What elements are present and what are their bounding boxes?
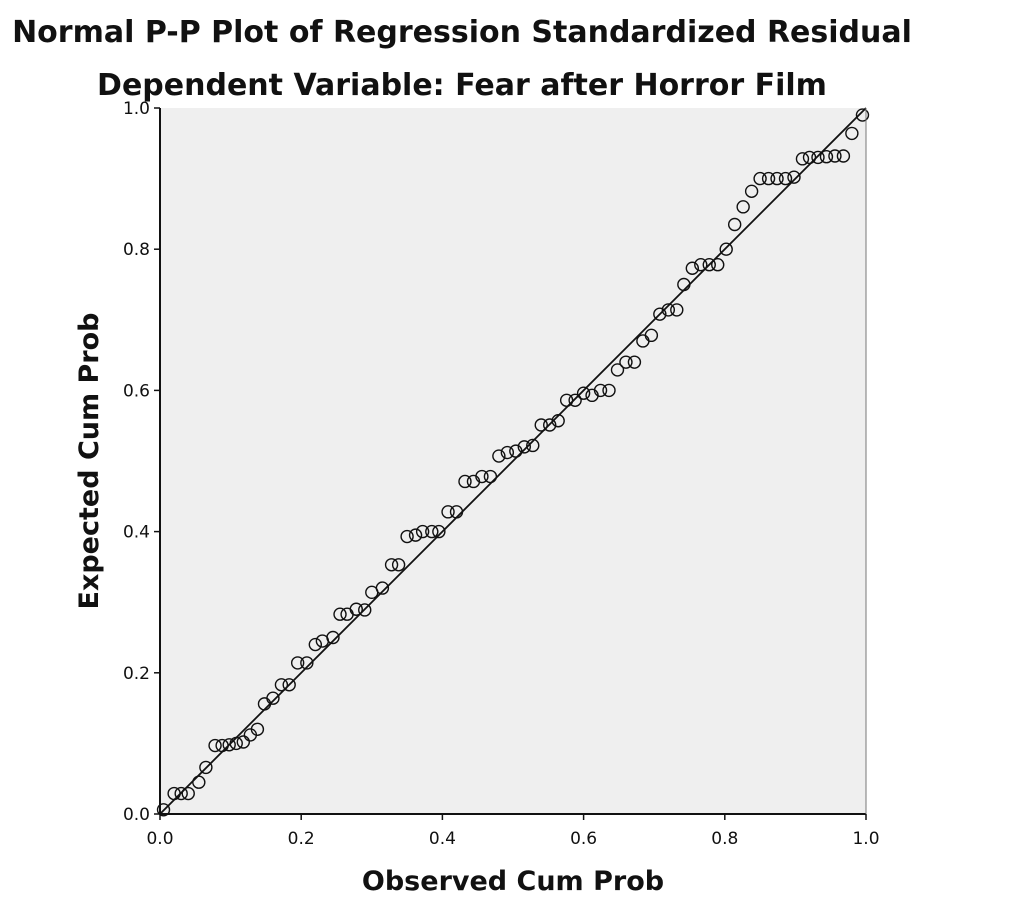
data-point (576, 386, 591, 400)
data-point (828, 149, 842, 163)
data-point (391, 558, 406, 572)
data-point (236, 735, 251, 749)
data-point (627, 355, 642, 369)
x-tick-label: 0.6 (570, 829, 597, 849)
data-point (167, 786, 181, 801)
data-point (526, 438, 540, 453)
y-tick-label: 0.4 (123, 523, 150, 543)
data-point (795, 152, 810, 166)
data-point (400, 529, 414, 544)
data-point (761, 171, 776, 186)
data-point (534, 418, 548, 432)
data-point (644, 328, 659, 343)
data-point (661, 303, 676, 317)
x-tick-label: 0.0 (146, 829, 173, 849)
data-point (819, 150, 834, 164)
data-point (449, 505, 464, 519)
data-point (711, 258, 725, 272)
x-axis-title: Observed Cum Prob (362, 866, 664, 897)
data-point (475, 469, 489, 484)
data-point (274, 678, 289, 692)
data-point (229, 736, 243, 751)
y-tick-label: 0.2 (123, 664, 150, 684)
data-point (670, 303, 684, 317)
chart-title: Normal P-P Plot of Regression Standardiz… (12, 15, 912, 50)
data-point (222, 738, 236, 752)
data-point (551, 414, 565, 428)
data-point (836, 149, 851, 163)
data-point (192, 775, 206, 789)
data-point (653, 307, 667, 321)
data-point (855, 108, 870, 122)
y-axis-title: Expected Cum Prob (74, 313, 105, 610)
data-point (349, 602, 363, 616)
reference-line (159, 107, 867, 815)
data-point (425, 524, 439, 539)
y-tick-label: 1.0 (123, 99, 150, 119)
data-point (736, 200, 750, 214)
data-point (282, 678, 296, 692)
data-point (333, 607, 347, 621)
data-point (702, 258, 716, 272)
data-point (290, 656, 305, 670)
y-tick-label: 0.0 (123, 805, 150, 825)
y-tick-label: 0.8 (123, 240, 150, 260)
data-point (802, 150, 817, 165)
data-point (685, 261, 700, 275)
data-point (375, 581, 390, 595)
x-tick-label: 0.8 (711, 829, 738, 849)
data-point (208, 738, 222, 753)
data-point (326, 630, 340, 645)
data-point (174, 786, 188, 801)
data-point (559, 393, 574, 407)
data-point (358, 603, 372, 617)
data-point (492, 449, 506, 463)
data-point (753, 171, 767, 186)
data-point (458, 474, 472, 489)
data-point (483, 469, 498, 484)
data-point (300, 656, 314, 670)
data-point (811, 150, 825, 165)
data-point (602, 383, 616, 398)
data-point (215, 738, 229, 753)
data-point (677, 277, 691, 292)
data-point (156, 803, 171, 817)
y-tick-label: 0.6 (123, 381, 150, 401)
data-point (845, 126, 859, 141)
x-tick-label: 0.4 (429, 829, 456, 849)
data-point (593, 383, 608, 398)
data-point (384, 558, 399, 572)
data-point (543, 418, 557, 432)
data-point (408, 528, 423, 542)
data-point (727, 217, 742, 232)
data-point (568, 393, 582, 407)
data-point (719, 242, 733, 256)
data-point (619, 355, 633, 369)
data-point (610, 363, 625, 377)
data-point (517, 440, 531, 454)
data-point (441, 505, 455, 519)
data-point (181, 786, 195, 801)
data-point (694, 258, 708, 272)
data-point (744, 184, 759, 199)
data-point (500, 445, 515, 460)
data-point (509, 444, 523, 458)
x-tick-label: 0.2 (288, 829, 315, 849)
data-point (787, 170, 801, 184)
data-point (770, 171, 784, 186)
chart-subtitle: Dependent Variable: Fear after Horror Fi… (97, 68, 827, 103)
data-point (199, 760, 213, 775)
x-tick-label: 1.0 (852, 829, 879, 849)
data-points (156, 108, 870, 817)
data-point (266, 691, 280, 705)
data-point (432, 524, 446, 539)
data-point (308, 637, 323, 652)
data-point (250, 722, 265, 736)
data-point (415, 524, 430, 539)
data-point (778, 171, 793, 186)
